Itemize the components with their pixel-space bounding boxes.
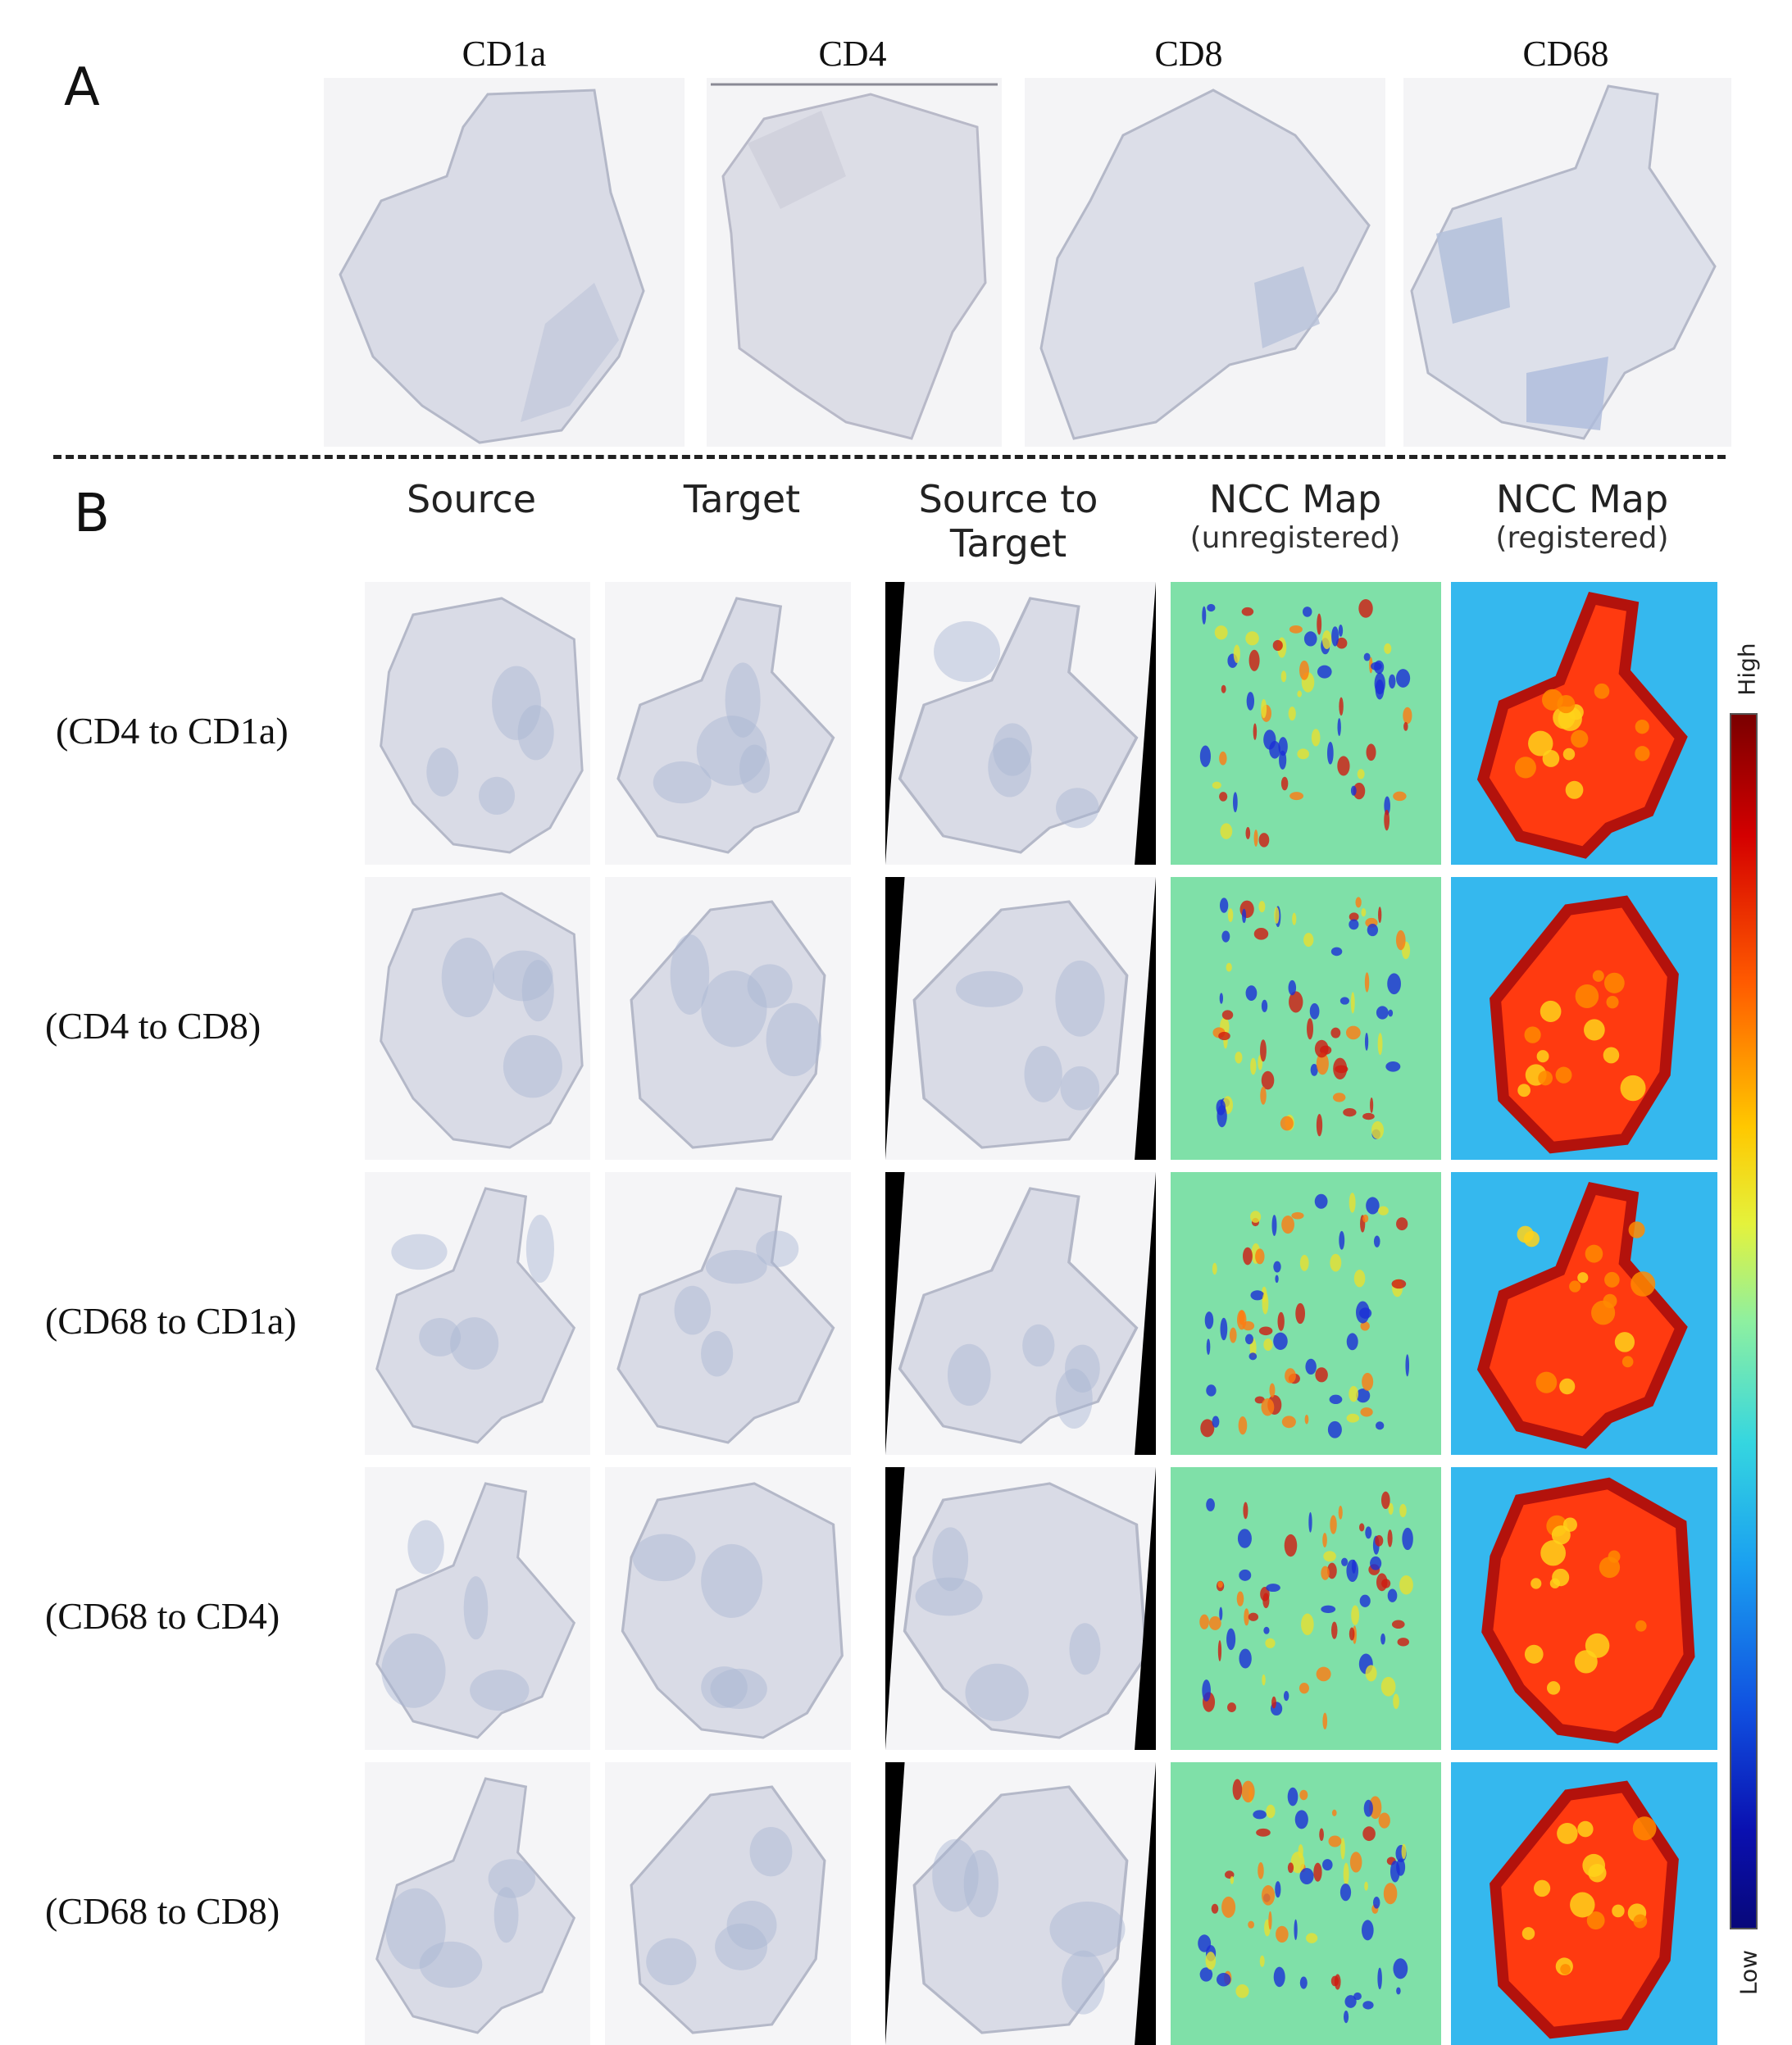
ncc-map-registered-cd4-to-cd1a [1451, 582, 1717, 865]
row-label-cd68-to-cd8: (CD68 to CD8) [45, 1890, 280, 1932]
ncc-map-registered-cd68-to-cd1a [1451, 1172, 1717, 1455]
source-to-target-image-cd4-to-cd1a [885, 582, 1156, 865]
row-label-cd4-to-cd1a: (CD4 to CD1a) [56, 710, 289, 752]
cd1a-slide-image [324, 78, 685, 447]
row-label-cd4-to-cd8: (CD4 to CD8) [45, 1005, 262, 1047]
ncc-map-unregistered-cd68-to-cd4 [1171, 1467, 1441, 1750]
stain-label-cd1a: CD1a [462, 34, 547, 74]
source-image-cd4-to-cd1a [365, 582, 590, 865]
panel-b-letter: B [74, 484, 110, 544]
cd68-slide-image [1403, 78, 1731, 447]
column-header-source: Source [407, 477, 536, 521]
ncc-map-unregistered-cd4-to-cd1a [1171, 582, 1441, 865]
stain-label-cd8: CD8 [1154, 34, 1223, 74]
cd8-slide-image [1025, 78, 1385, 447]
ncc-map-registered-cd4-to-cd8 [1451, 877, 1717, 1160]
target-image-cd68-to-cd1a [605, 1172, 851, 1455]
ncc-map-registered-cd68-to-cd8 [1451, 1762, 1717, 2045]
cd4-slide-image [707, 78, 1002, 447]
ncc-map-unregistered-cd4-to-cd8 [1171, 877, 1441, 1160]
ncc-unregistered-title: NCC Map [1208, 477, 1382, 521]
column-header-ncc-unregistered: NCC Map (unregistered) [1156, 477, 1435, 555]
row-label-cd68-to-cd4: (CD68 to CD4) [45, 1595, 280, 1637]
source-to-target-image-cd68-to-cd8 [885, 1762, 1156, 2045]
column-header-source-to-target: Source to Target [885, 477, 1131, 566]
source-to-target-image-cd68-to-cd4 [885, 1467, 1156, 1750]
ncc-registered-subtitle: (registered) [1495, 521, 1669, 555]
stain-label-cd68: CD68 [1522, 34, 1609, 74]
column-header-ncc-registered: NCC Map (registered) [1451, 477, 1713, 555]
target-image-cd4-to-cd8 [605, 877, 851, 1160]
source-to-target-image-cd4-to-cd8 [885, 877, 1156, 1160]
row-label-cd68-to-cd1a: (CD68 to CD1a) [45, 1300, 297, 1342]
ncc-map-unregistered-cd68-to-cd8 [1171, 1762, 1441, 2045]
target-image-cd68-to-cd4 [605, 1467, 851, 1750]
source-image-cd4-to-cd8 [365, 877, 590, 1160]
colorbar-low-label: Low [1735, 1949, 1762, 1996]
source-to-target-line1: Source to [918, 477, 1098, 521]
target-image-cd68-to-cd8 [605, 1762, 851, 2045]
ncc-colorbar [1730, 713, 1758, 1929]
source-image-cd68-to-cd4 [365, 1467, 590, 1750]
ncc-registered-title: NCC Map [1495, 477, 1669, 521]
ncc-unregistered-subtitle: (unregistered) [1189, 521, 1401, 555]
source-image-cd68-to-cd1a [365, 1172, 590, 1455]
source-to-target-line2: Target [949, 521, 1067, 566]
ncc-map-unregistered-cd68-to-cd1a [1171, 1172, 1441, 1455]
colorbar-high-label: High [1733, 643, 1761, 696]
section-divider [53, 455, 1726, 459]
source-to-target-image-cd68-to-cd1a [885, 1172, 1156, 1455]
ncc-map-registered-cd68-to-cd4 [1451, 1467, 1717, 1750]
column-header-target: Target [683, 477, 801, 521]
target-image-cd4-to-cd1a [605, 582, 851, 865]
source-image-cd68-to-cd8 [365, 1762, 590, 2045]
stain-label-cd4: CD4 [818, 34, 887, 74]
panel-a-letter: A [64, 57, 100, 118]
